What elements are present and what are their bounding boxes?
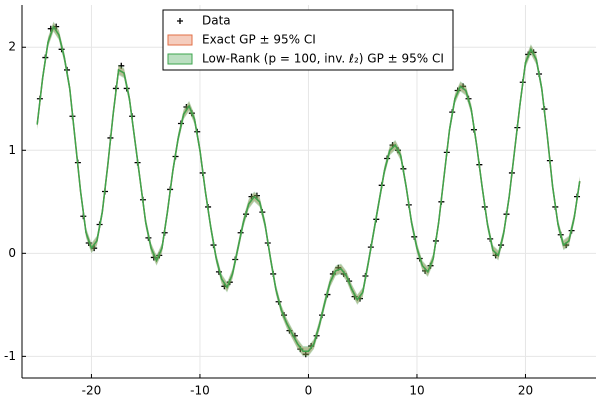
- legend-label: Data: [202, 14, 231, 28]
- data-point: [302, 351, 309, 358]
- y-tick-label: 2: [8, 40, 16, 54]
- mean-line: [36, 24, 581, 352]
- x-tick-label: -10: [190, 384, 210, 398]
- x-tick-label: 10: [409, 384, 424, 398]
- y-tick-label: 1: [8, 143, 16, 157]
- legend-symbol: [177, 18, 183, 24]
- legend-label: Exact GP ± 95% CI: [202, 33, 316, 47]
- legend-label: Low-Rank (p = 100, inv. ℓ₂) GP ± 95% CI: [202, 52, 444, 66]
- x-tick-label: 0: [305, 384, 313, 398]
- x-tick-label: -20: [82, 384, 102, 398]
- data-point: [118, 62, 125, 69]
- x-tick-label: 20: [518, 384, 533, 398]
- data-point: [253, 192, 260, 199]
- legend: Data Exact GP ± 95% CI Low-Rank (p = 100, …: [162, 9, 454, 71]
- legend-box: [162, 9, 454, 71]
- legend-symbol: [167, 34, 193, 46]
- y-tick-label: -1: [4, 349, 16, 363]
- legend-symbol: [167, 53, 193, 65]
- y-tick-label: 0: [8, 246, 16, 260]
